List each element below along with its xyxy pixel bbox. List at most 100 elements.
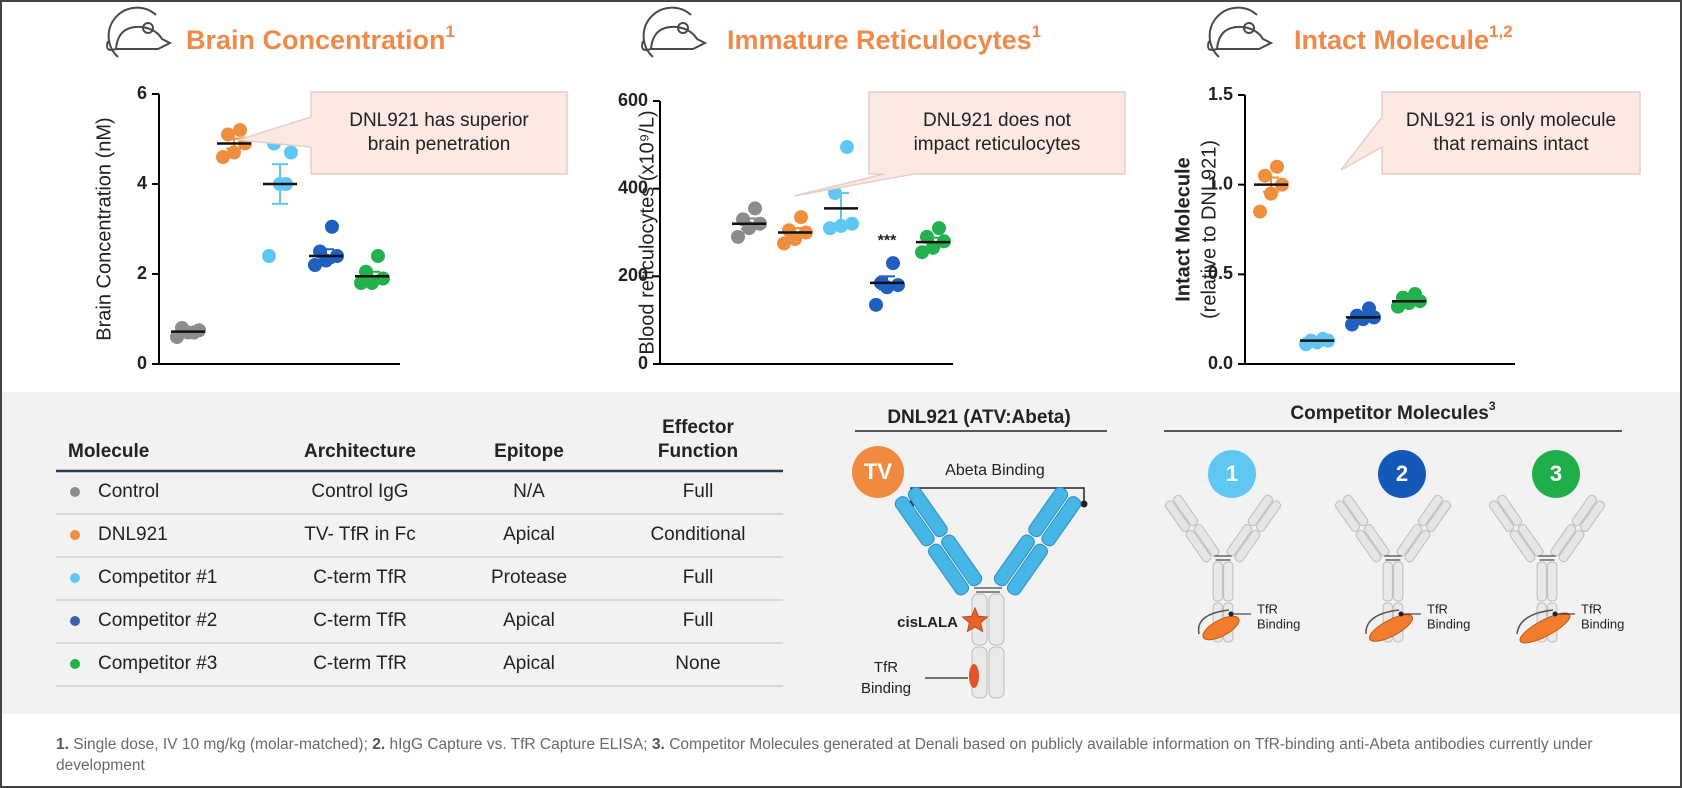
antibody-arm xyxy=(1550,494,1606,563)
arm-domain xyxy=(1579,500,1606,532)
data-point xyxy=(932,221,946,236)
chart-title-text: Immature Reticulocytes xyxy=(727,25,1032,55)
arm-domain xyxy=(928,543,970,596)
footnote-number: 3. xyxy=(651,736,665,753)
row-color-dot xyxy=(70,487,80,497)
arm-domain xyxy=(1517,524,1544,557)
icon-ear xyxy=(142,22,154,34)
arm-domain xyxy=(1173,494,1199,527)
mouse-icon xyxy=(641,6,708,58)
tfr-label: Binding xyxy=(1581,616,1624,631)
mouse-icon xyxy=(106,6,173,58)
callout-text: impact reticulocytes xyxy=(914,134,1081,155)
callout-text: DNL921 does not xyxy=(923,110,1072,131)
antibody-arm xyxy=(1334,494,1390,563)
cislala-star xyxy=(961,606,989,633)
arm-domain xyxy=(1571,494,1597,527)
callout-box xyxy=(793,91,1126,197)
footnote-text: hIgG Capture vs. TfR Capture ELISA; xyxy=(389,736,648,753)
tfr-label: TfR xyxy=(1581,601,1602,616)
tfr-binder xyxy=(1368,614,1414,642)
hinge xyxy=(1384,555,1402,561)
y-tick-label: 4 xyxy=(137,173,147,193)
competitor-badge-text: 3 xyxy=(1550,461,1562,486)
data-point xyxy=(1264,186,1278,201)
table-header: Function xyxy=(658,441,738,462)
arm-domain xyxy=(1396,524,1423,557)
lower-panel xyxy=(2,392,1680,714)
y-tick-label: 2 xyxy=(137,263,147,283)
data-point xyxy=(376,271,390,286)
y-tick-label: 400 xyxy=(618,177,648,197)
competitor-badge-text: 1 xyxy=(1226,461,1238,486)
tfr-label: TfR xyxy=(1427,601,1448,616)
arm-domain xyxy=(941,534,983,587)
arm-domain xyxy=(1509,529,1536,563)
arm-domain xyxy=(1193,524,1220,557)
binding-label: Abeta Binding xyxy=(945,462,1045,479)
stem-domain xyxy=(1393,561,1404,602)
tfr-binder xyxy=(1202,615,1240,641)
icon-ring xyxy=(1208,6,1258,58)
arm-domain xyxy=(1041,496,1082,547)
diagram-title: Competitor Molecules3 xyxy=(1290,399,1495,424)
data-point xyxy=(834,218,848,233)
tv-badge xyxy=(852,446,904,498)
cislala-label: cisLALA xyxy=(897,614,958,631)
table-cell: Competitor #1 xyxy=(98,567,217,588)
arm-domain xyxy=(1334,500,1361,532)
table-cell: Apical xyxy=(503,524,555,545)
tfr-label: TfR xyxy=(1257,601,1278,616)
linker-loop xyxy=(1365,609,1400,635)
footnote-text: Competitor Molecules generated at Denali… xyxy=(56,736,1593,774)
stem-domain xyxy=(1223,561,1234,602)
callout-text: DNL921 is only molecule xyxy=(1406,110,1616,131)
data-point xyxy=(216,150,230,164)
table-cell: TV- TfR in Fc xyxy=(304,524,416,545)
callout-text: brain penetration xyxy=(368,134,511,155)
tfr-label: TfR xyxy=(874,659,898,676)
arm-domain xyxy=(1488,500,1515,532)
data-point xyxy=(371,249,385,263)
arm-domain xyxy=(1234,529,1261,563)
table-cell: C-term TfR xyxy=(313,610,407,631)
y-tick-label: 0.0 xyxy=(1208,353,1233,373)
row-color-dot xyxy=(70,573,80,583)
callout-box xyxy=(1340,91,1641,175)
row-color-dot xyxy=(70,616,80,626)
tfr-label: Binding xyxy=(1427,616,1470,631)
y-tick-label: 1.5 xyxy=(1208,84,1233,104)
row-color-dot xyxy=(70,530,80,540)
arm-domain xyxy=(1417,494,1443,527)
linker-loop xyxy=(1516,609,1554,635)
antibody-arm xyxy=(993,486,1082,596)
antibody-arm xyxy=(894,486,983,596)
arm-domain xyxy=(1558,529,1585,563)
arm-domain xyxy=(1343,494,1369,527)
stem-domain xyxy=(988,593,1005,646)
y-tick-label: 600 xyxy=(618,90,648,110)
stem-domain xyxy=(1212,561,1223,602)
competitor-badge-text: 2 xyxy=(1396,461,1408,486)
chart-title-sup: 1,2 xyxy=(1489,22,1513,41)
arm-domain xyxy=(1425,500,1452,532)
antibody xyxy=(894,486,1082,699)
arm-domain xyxy=(1185,529,1212,563)
data-point xyxy=(731,229,745,244)
data-point xyxy=(1258,168,1272,183)
chart-title-sup: 1 xyxy=(446,22,455,41)
stem-domain xyxy=(988,646,1005,699)
stem-domain xyxy=(1382,561,1393,602)
table-cell: C-term TfR xyxy=(313,653,407,674)
antibody-arm xyxy=(1164,494,1220,563)
stem-domain xyxy=(1547,561,1558,602)
footnotes: 1. Single dose, IV 10 mg/kg (molar-match… xyxy=(56,734,1636,776)
table-cell: N/A xyxy=(513,481,545,502)
data-point xyxy=(233,123,247,137)
table-header: Molecule xyxy=(68,441,149,462)
footnote-number: 1. xyxy=(56,736,69,753)
table-cell: DNL921 xyxy=(98,524,168,545)
arm-domain xyxy=(1355,529,1382,563)
